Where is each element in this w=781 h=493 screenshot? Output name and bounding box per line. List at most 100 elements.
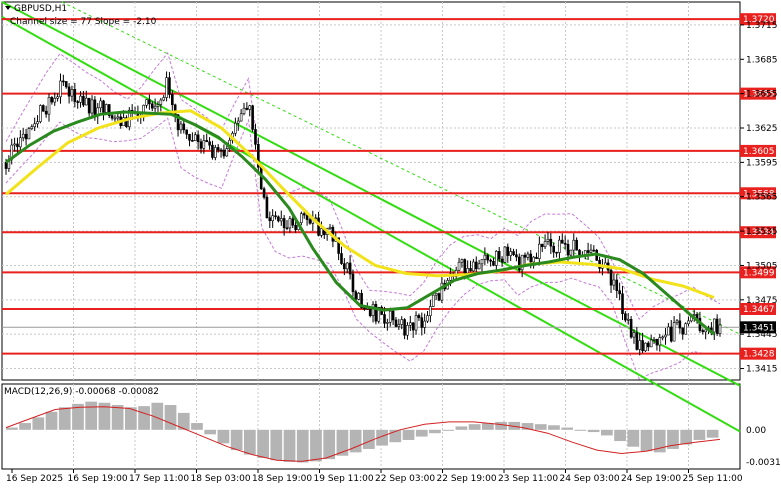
candle-body <box>179 123 183 131</box>
candle-body <box>572 239 576 251</box>
candle-body <box>185 129 188 135</box>
level-tag <box>740 347 776 360</box>
candle-body <box>377 306 381 322</box>
candle-body <box>84 97 88 106</box>
level-tag-label: 1.3534 <box>743 228 775 238</box>
macd-pane-frame <box>1 383 741 470</box>
macd-histogram-bar <box>204 429 217 435</box>
macd-histogram-bar <box>587 429 600 433</box>
candle-body <box>652 338 656 341</box>
macd-histogram-bar <box>98 402 111 430</box>
candle-body <box>70 89 74 97</box>
candle-body <box>76 101 79 103</box>
level-tag <box>740 302 776 315</box>
candle-body <box>549 238 553 247</box>
candle-body <box>560 239 564 244</box>
candle-body <box>575 239 578 251</box>
candle-body <box>360 293 363 309</box>
time-tick-label: 24 Sep 19:00 <box>621 474 681 484</box>
candle-body <box>199 141 203 149</box>
candle-body <box>624 313 627 321</box>
level-tag-label: 1.3655 <box>743 90 775 100</box>
symbol-label: GBPUSD,H1 <box>14 4 67 14</box>
candle-body <box>159 99 163 105</box>
macd-histogram-bar <box>548 425 560 430</box>
candle-body <box>406 325 409 336</box>
candle-body <box>669 326 673 342</box>
candle-body <box>345 262 349 270</box>
candle-body <box>357 293 360 300</box>
candle-body <box>400 319 404 325</box>
candle-body <box>196 134 200 143</box>
candle-body <box>53 98 57 103</box>
candle-body <box>552 245 555 253</box>
candle-body <box>411 322 415 331</box>
macd-histogram-bar <box>283 429 296 462</box>
candle-body <box>268 217 272 222</box>
level-tag-label: 1.3605 <box>743 147 775 157</box>
time-tick-label: 22 Sep 03:00 <box>375 474 435 484</box>
candle-body <box>125 117 128 128</box>
macd-histogram-bar <box>627 429 640 447</box>
macd-histogram-bar <box>429 429 441 434</box>
candle-body <box>182 123 186 131</box>
candle-body <box>621 293 624 314</box>
candle-body <box>664 334 667 338</box>
candle-body <box>288 218 292 229</box>
candle-body <box>165 77 168 98</box>
macd-histogram-bar <box>653 429 666 453</box>
moving-averages <box>5 109 715 336</box>
candle-body <box>589 249 593 253</box>
candle-body <box>512 251 515 255</box>
macd-histogram-bar <box>72 403 84 430</box>
bollinger-lower <box>5 117 721 380</box>
macd-histogram-bar <box>706 429 719 438</box>
collapse-triangle-icon[interactable] <box>5 6 11 10</box>
candle-body <box>543 241 547 248</box>
candle-body <box>638 340 642 350</box>
level-tag <box>740 266 776 279</box>
candle-body <box>681 327 685 335</box>
macd-histogram-bar <box>244 429 256 455</box>
candle-body <box>420 317 424 328</box>
candle-body <box>480 259 484 265</box>
candle-body <box>586 250 590 253</box>
candle-body <box>414 315 418 331</box>
candle-body <box>59 80 62 98</box>
macd-tick-label: -0.00312 <box>746 458 781 468</box>
candle-body <box>82 95 85 106</box>
candle-body <box>259 166 263 190</box>
candle-body <box>105 104 108 113</box>
candle-body <box>99 100 102 109</box>
candle-body <box>655 338 659 346</box>
candle-body <box>388 310 392 323</box>
candle-body <box>371 303 375 316</box>
candle-body <box>457 261 461 271</box>
candle-body <box>383 314 386 324</box>
candle-body <box>515 254 518 258</box>
candle-body <box>434 293 438 296</box>
macd-histogram-bar <box>111 405 124 430</box>
candle-body <box>489 259 492 262</box>
candle-body <box>87 97 91 114</box>
candle-body <box>566 244 570 256</box>
candle-body <box>340 253 343 264</box>
candle-body <box>211 144 214 158</box>
candle-body <box>486 254 490 261</box>
candle-body <box>148 99 151 105</box>
candle-body <box>538 243 541 259</box>
macd-histogram-bar <box>296 429 309 463</box>
macd-tick-label: 0.00 <box>746 426 766 436</box>
candle-body <box>41 105 45 112</box>
candle-body <box>440 282 444 301</box>
candle-body <box>635 332 639 350</box>
candle-body <box>107 104 111 116</box>
candle-body <box>469 268 472 272</box>
candle-body <box>279 218 283 222</box>
ma-fast-line <box>5 110 715 336</box>
candle-body <box>540 243 544 248</box>
time-tick-label: 19 Sep 11:00 <box>314 474 374 484</box>
price-tick-label: 1.3415 <box>746 365 778 375</box>
candle-body <box>282 218 286 229</box>
